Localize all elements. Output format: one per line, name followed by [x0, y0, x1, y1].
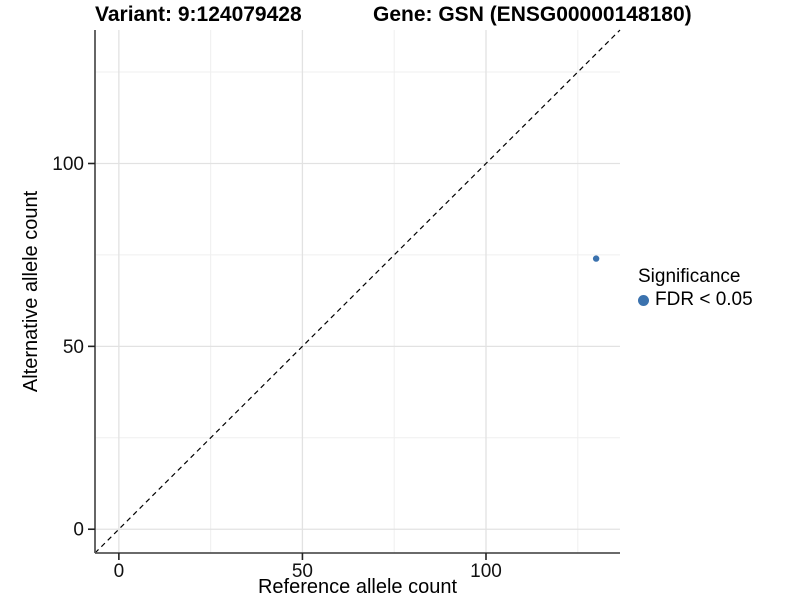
identity-reference-line-layer: [94, 29, 621, 554]
axes-layer: 0 50 100 0 50 100: [52, 30, 620, 582]
gene-title: Gene: GSN (ENSG00000148180): [373, 3, 692, 26]
x-tick-label: 0: [114, 561, 125, 582]
identity-line: [94, 29, 621, 554]
y-tick-label: 50: [63, 337, 84, 358]
y-axis-title: Alternative allele count: [20, 190, 42, 392]
data-points-layer: [592, 255, 600, 262]
gridlines: [95, 30, 620, 553]
x-tick-label: 50: [292, 561, 313, 582]
y-tick-label: 0: [73, 520, 84, 541]
legend: Significance FDR < 0.05: [638, 266, 753, 311]
variant-title: Variant: 9:124079428: [95, 3, 302, 26]
legend-item-label: FDR < 0.05: [655, 289, 753, 310]
x-tick-label: 100: [470, 561, 502, 582]
legend-title: Significance: [638, 266, 741, 287]
y-tick-label: 100: [52, 154, 84, 175]
x-axis-title: Reference allele count: [258, 576, 457, 598]
legend-item: FDR < 0.05: [638, 289, 753, 311]
data-point: [592, 255, 600, 262]
legend-point-icon: [638, 294, 649, 306]
